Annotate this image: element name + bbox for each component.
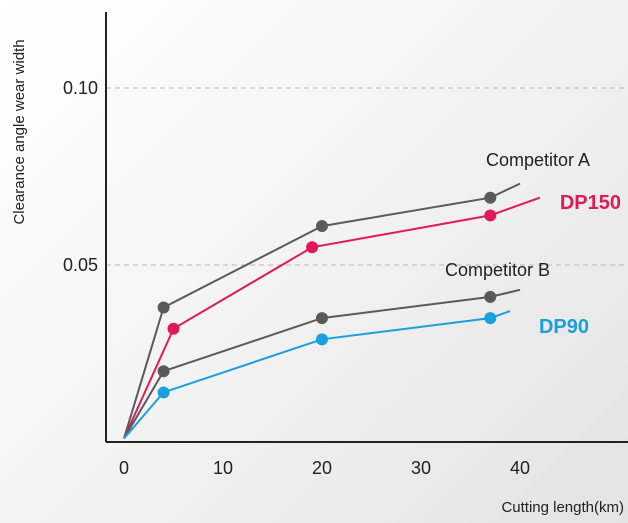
x-tick-label: 0 (119, 458, 129, 478)
y-tick-label: 0.10 (63, 78, 98, 98)
series (123, 182, 541, 440)
series-labels: Competitor A DP150 Competitor B DP90 (445, 150, 621, 338)
competitor-b-label: Competitor B (445, 260, 550, 280)
dp90-point (316, 333, 328, 346)
x-tick-label: 20 (312, 458, 332, 478)
dp90-line (123, 310, 511, 440)
dp150-line (123, 196, 541, 439)
tick-labels: 0.05 0.10 0 10 20 30 40 (63, 78, 530, 478)
dp150-point (484, 209, 497, 222)
competitor-a-point (316, 220, 328, 233)
x-tick-label: 40 (510, 458, 530, 478)
grid (106, 87, 628, 266)
dp90-label: DP90 (539, 316, 589, 338)
dp90-point (157, 386, 170, 399)
competitor-b-point (157, 365, 170, 378)
x-axis-label: Cutting length(km) (501, 499, 624, 516)
axes (105, 12, 628, 443)
x-tick-label: 30 (411, 458, 431, 478)
dp150-point (306, 241, 319, 254)
competitor-a-point (157, 301, 170, 314)
competitor-b-point (316, 312, 328, 325)
y-axis-label: Clearance angle wear width (11, 39, 28, 224)
dp90-point (484, 312, 497, 325)
x-tick-label: 10 (213, 458, 233, 478)
competitor-b-point (484, 290, 497, 303)
competitor-a-label: Competitor A (486, 150, 590, 170)
dp150-label: DP150 (560, 192, 621, 214)
y-tick-label: 0.05 (63, 255, 98, 275)
competitor-a-point (484, 191, 497, 204)
dp150-point (167, 322, 180, 335)
